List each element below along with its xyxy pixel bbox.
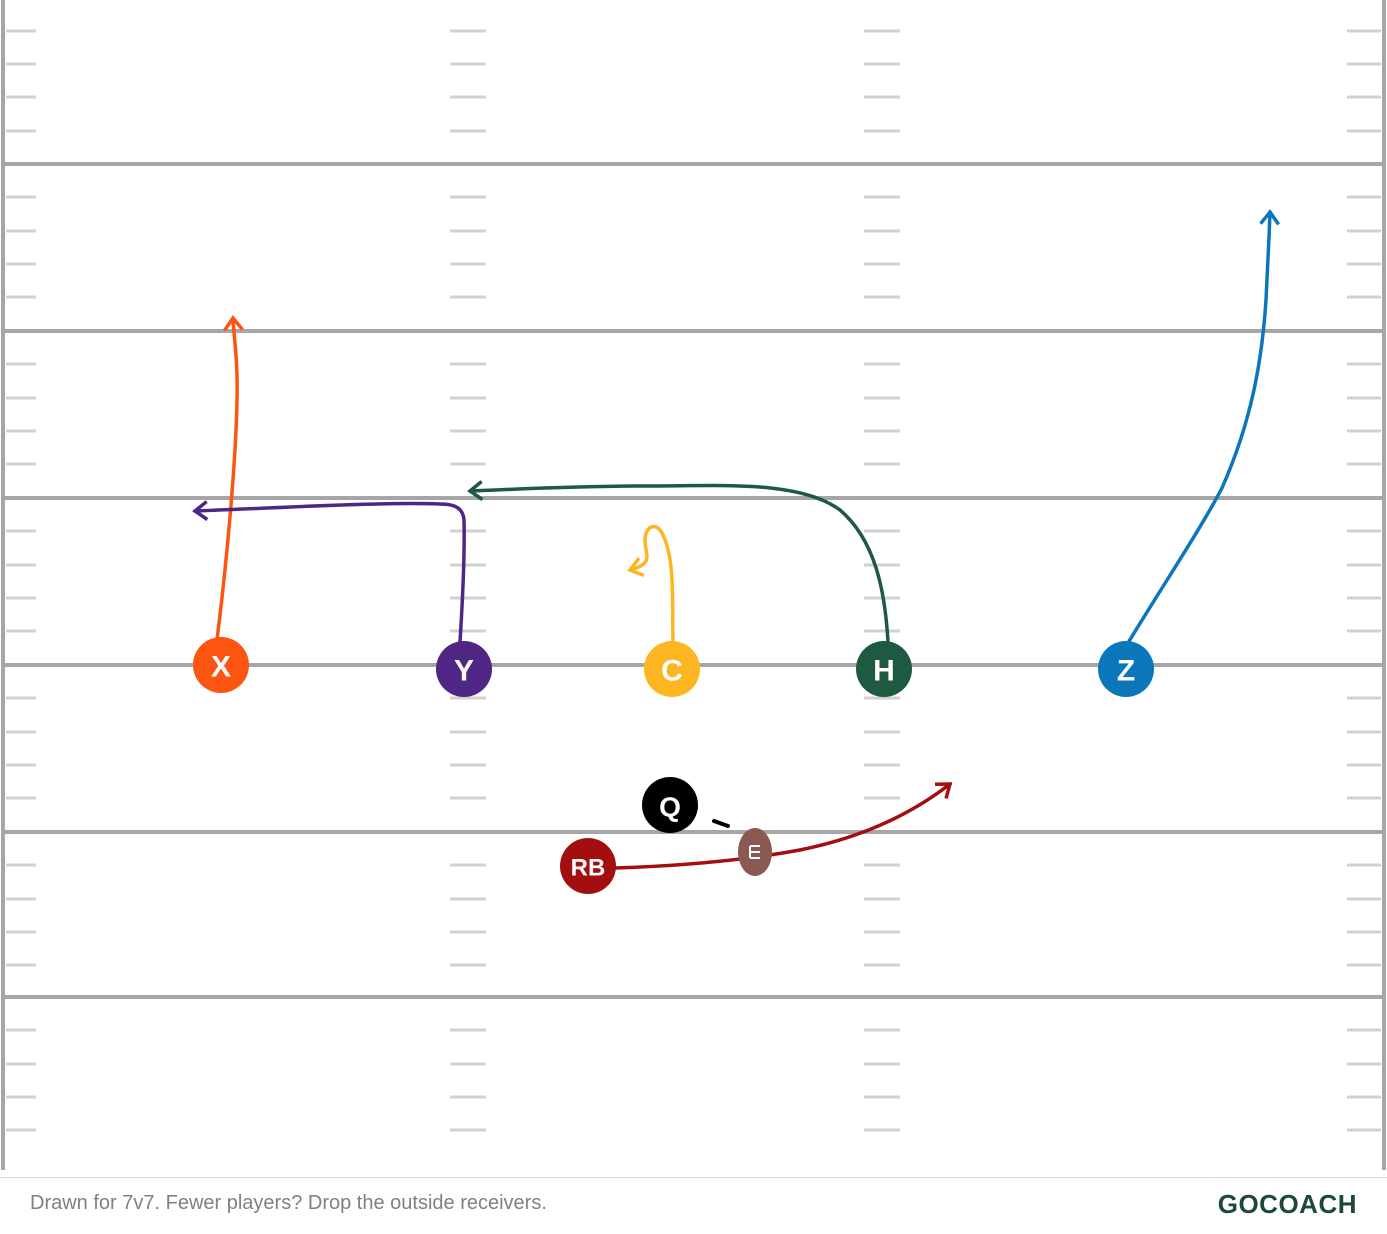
footer: Drawn for 7v7. Fewer players? Drop the o… bbox=[0, 1177, 1387, 1234]
snap-dash bbox=[712, 819, 730, 828]
route-h bbox=[467, 480, 890, 644]
player-label: Z bbox=[1117, 655, 1135, 688]
brand-logo: GOCOACH bbox=[1217, 1189, 1357, 1219]
route-rb bbox=[613, 782, 953, 870]
football-icon bbox=[738, 828, 772, 876]
player-z[interactable]: Z bbox=[1098, 641, 1154, 697]
route-c bbox=[627, 524, 675, 643]
player-label: H bbox=[873, 655, 895, 688]
player-h[interactable]: H bbox=[856, 641, 912, 697]
player-x[interactable]: X bbox=[193, 637, 249, 693]
player-label: Y bbox=[454, 655, 474, 688]
player-label: X bbox=[211, 651, 231, 684]
player-rb[interactable]: RB bbox=[560, 838, 616, 894]
player-label: Q bbox=[659, 792, 681, 823]
field-lines bbox=[1, 0, 1386, 1170]
route-z bbox=[1126, 209, 1281, 645]
player-c[interactable]: C bbox=[644, 641, 700, 697]
route-y bbox=[192, 500, 466, 644]
routes bbox=[192, 209, 1281, 870]
player-label: C bbox=[661, 655, 683, 688]
footer-caption: Drawn for 7v7. Fewer players? Drop the o… bbox=[30, 1192, 547, 1214]
player-y[interactable]: Y bbox=[436, 641, 492, 697]
route-x bbox=[215, 315, 244, 642]
players: X Y C H Z Q RB bbox=[193, 637, 1154, 894]
player-q[interactable]: Q bbox=[642, 777, 698, 833]
player-label: RB bbox=[571, 855, 606, 882]
play-diagram: X Y C H Z Q RB bbox=[1, 0, 1386, 1170]
